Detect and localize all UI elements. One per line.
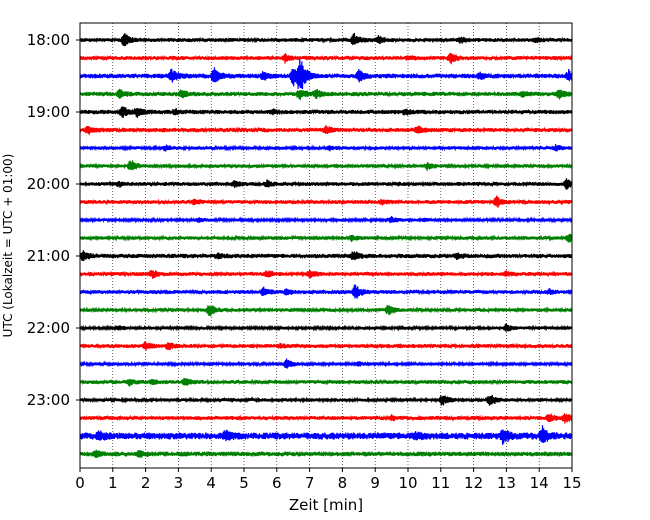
- x-tick-label-4: 4: [206, 474, 216, 492]
- x-tick-label-1: 1: [108, 474, 118, 492]
- x-tick-label-11: 11: [431, 474, 450, 492]
- x-tick-label-2: 2: [141, 474, 151, 492]
- trace-2215: [79, 341, 573, 351]
- trace-2145: [79, 304, 573, 317]
- trace-2045: [79, 233, 573, 243]
- trace-2345: [79, 449, 573, 459]
- plot-frame: [79, 22, 573, 469]
- trace-2000: [79, 178, 573, 190]
- x-axis-label: Zeit [min]: [289, 496, 363, 514]
- trace-group: [79, 32, 573, 459]
- x-tick-label-8: 8: [338, 474, 348, 492]
- y-tick-label-2200: 22:00: [27, 319, 70, 337]
- trace-1900: [79, 106, 573, 119]
- trace-1845: [79, 88, 573, 101]
- trace-2230: [79, 358, 573, 369]
- y-axis: 18:00 19:00 20:00 21:00 22:00 23:00: [27, 31, 80, 409]
- grid-lines: [112, 23, 540, 468]
- trace-2200: [79, 323, 573, 332]
- y-tick-label-1800: 18:00: [27, 31, 70, 49]
- trace-1830: [79, 58, 573, 90]
- y-tick-label-2300: 23:00: [27, 391, 70, 409]
- trace-1930: [79, 143, 573, 152]
- y-tick-label-2100: 21:00: [27, 247, 70, 265]
- trace-2115: [79, 269, 573, 279]
- trace-1915: [79, 125, 573, 135]
- x-tick-label-7: 7: [305, 474, 315, 492]
- x-tick-label-5: 5: [239, 474, 249, 492]
- y-tick-label-2000: 20:00: [27, 175, 70, 193]
- trace-2245: [79, 378, 573, 387]
- x-tick-label-13: 13: [497, 474, 516, 492]
- trace-2315: [79, 413, 573, 424]
- x-axis: 0 1 2 3 4 5 6 7 8 9 10 11 12 13 14 15: [75, 468, 582, 492]
- trace-2130: [79, 284, 573, 299]
- trace-2330: [79, 425, 573, 445]
- trace-1945: [79, 160, 573, 171]
- x-tick-label-15: 15: [562, 474, 581, 492]
- x-tick-label-12: 12: [464, 474, 483, 492]
- x-tick-label-0: 0: [75, 474, 85, 492]
- trace-1815: [79, 52, 573, 65]
- trace-1800: [79, 32, 573, 47]
- x-tick-label-6: 6: [272, 474, 282, 492]
- x-tick-label-10: 10: [398, 474, 417, 492]
- trace-2030: [79, 215, 573, 224]
- y-tick-label-1900: 19:00: [27, 103, 70, 121]
- x-tick-label-9: 9: [370, 474, 380, 492]
- trace-2100: [79, 250, 573, 262]
- trace-2015: [79, 195, 573, 208]
- y-axis-label: UTC (Lokalzeit = UTC + 01:00): [1, 154, 15, 338]
- x-tick-label-14: 14: [530, 474, 549, 492]
- trace-2300: [79, 394, 573, 406]
- x-tick-label-3: 3: [174, 474, 184, 492]
